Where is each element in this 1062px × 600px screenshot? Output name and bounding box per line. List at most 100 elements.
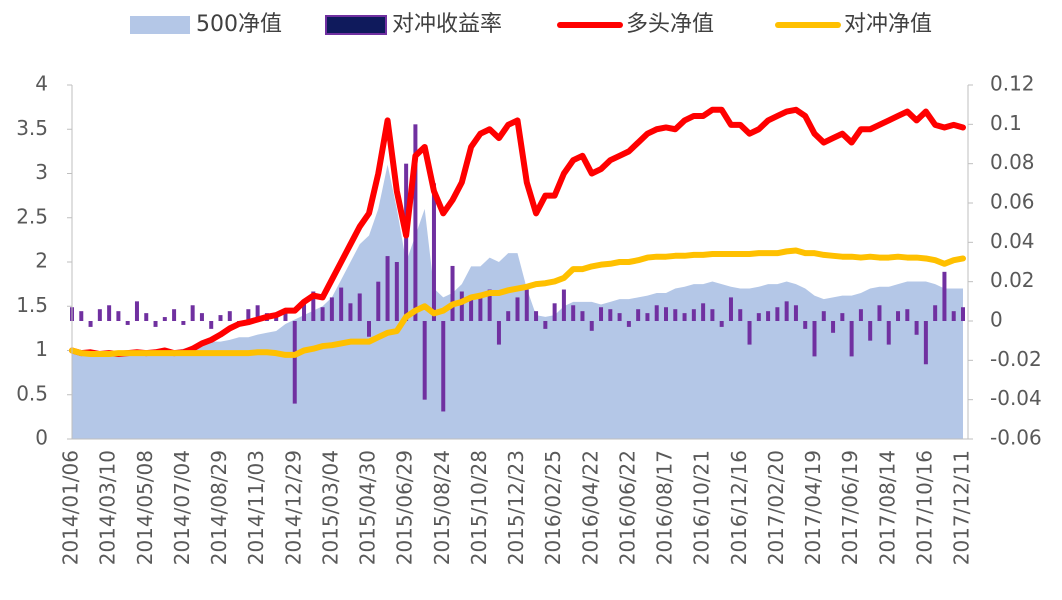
bar: [803, 321, 808, 329]
y2-tick-label: 0.06: [990, 190, 1035, 214]
bar: [320, 307, 325, 321]
bar: [784, 301, 789, 321]
bar: [933, 305, 938, 321]
bar: [812, 321, 817, 357]
bar: [478, 295, 483, 321]
bar: [710, 309, 715, 321]
bar: [728, 297, 733, 321]
legend-swatch: [325, 15, 387, 35]
y-tick-label: 0: [35, 426, 48, 450]
legend-swatch: [130, 16, 190, 34]
bar: [246, 309, 251, 321]
bar: [385, 256, 390, 321]
bar: [793, 305, 798, 321]
line: [69, 106, 966, 358]
y-tick-label: 0.5: [16, 381, 48, 405]
y2-tick-label: 0.08: [990, 150, 1035, 174]
y2-tick-label: -0.04: [990, 386, 1042, 410]
x-tick-label: 2014/05/08: [133, 450, 157, 565]
bar: [840, 313, 845, 321]
bar: [914, 321, 919, 335]
bar: [961, 307, 965, 321]
bar: [357, 293, 362, 321]
x-tick-label: 2016/02/25: [541, 450, 565, 565]
bar: [302, 301, 307, 321]
bar: [97, 309, 102, 321]
x-tick-label: 2015/03/04: [318, 450, 342, 565]
x-tick-label: 2017/08/14: [875, 450, 899, 565]
bar: [79, 311, 84, 321]
y-tick-label: 1: [35, 337, 48, 361]
bar: [877, 305, 882, 321]
bar: [599, 307, 604, 321]
y2-tick-label: 0.1: [990, 111, 1022, 135]
bar: [255, 305, 260, 321]
bar: [329, 297, 334, 321]
y2-tick-label: -0.06: [990, 426, 1042, 450]
bar: [543, 321, 548, 329]
bar: [209, 321, 214, 329]
x-tick-label: 2015/06/29: [393, 450, 417, 565]
bar: [459, 291, 464, 321]
bar: [107, 305, 112, 321]
x-tick-label: 2014/08/29: [207, 450, 231, 565]
bar: [552, 303, 557, 321]
bar: [691, 309, 696, 321]
y-tick-label: 1.5: [16, 293, 48, 317]
bar: [144, 313, 149, 321]
x-tick-label: 2017/12/11: [950, 450, 974, 565]
bar: [88, 321, 93, 327]
bar: [571, 305, 576, 321]
bar: [942, 271, 947, 321]
bar: [766, 311, 771, 321]
bar: [394, 262, 399, 321]
bar: [506, 311, 511, 321]
legend-label: 对冲收益率: [392, 12, 502, 37]
bar: [923, 321, 928, 365]
legend-label: 对冲净值: [844, 12, 932, 37]
bar: [868, 321, 873, 341]
bar: [896, 311, 901, 321]
bar: [515, 297, 520, 321]
x-tick-label: 2017/06/19: [838, 450, 862, 565]
y2-tick-label: 0.04: [990, 229, 1035, 253]
x-tick-label: 2014/11/03: [244, 450, 268, 565]
bar: [682, 313, 687, 321]
bar: [283, 309, 288, 321]
bar: [422, 321, 427, 400]
y2-tick-label: 0.02: [990, 268, 1035, 292]
line: [69, 247, 966, 358]
y2-tick-label: 0.12: [990, 72, 1035, 96]
y-tick-label: 4: [35, 72, 48, 96]
bar: [274, 317, 279, 321]
bar: [496, 321, 501, 345]
bar: [608, 309, 613, 321]
bar: [292, 321, 297, 404]
bar: [617, 313, 622, 321]
bar: [905, 309, 910, 321]
x-tick-label: 2014/03/10: [96, 450, 120, 565]
bar: [534, 311, 539, 321]
bar: [162, 317, 167, 321]
bar: [636, 309, 641, 321]
x-tick-label: 2017/10/16: [912, 450, 936, 565]
x-tick-label: 2015/10/28: [467, 450, 491, 565]
bar: [580, 311, 585, 321]
bar: [339, 287, 344, 321]
bar: [431, 183, 436, 321]
bar: [125, 321, 130, 325]
bar: [756, 313, 761, 321]
bar: [645, 313, 650, 321]
bar: [116, 311, 121, 321]
y-tick-label: 3.5: [16, 116, 48, 140]
y2-tick-label: -0.02: [990, 347, 1042, 371]
bar: [775, 307, 780, 321]
legend-label: 500净值: [196, 12, 282, 37]
x-tick-label: 2014/07/04: [170, 450, 194, 565]
bar: [181, 321, 186, 325]
bar: [821, 311, 826, 321]
x-tick-label: 2016/04/22: [578, 450, 602, 565]
bar: [367, 321, 371, 337]
bar: [469, 299, 474, 321]
